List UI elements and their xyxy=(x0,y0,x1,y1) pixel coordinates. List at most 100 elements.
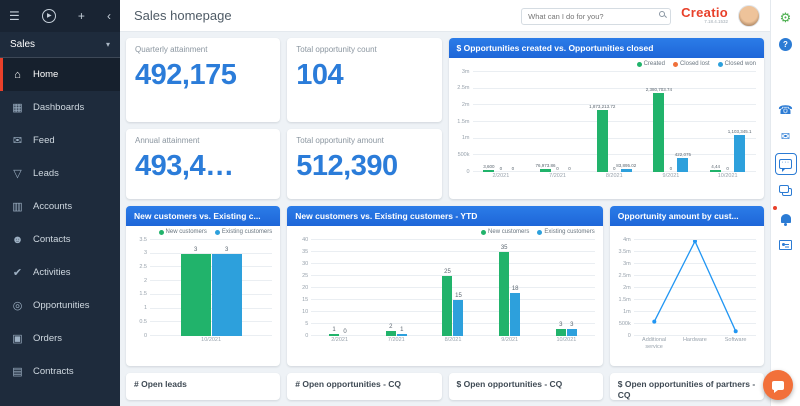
contacts-icon: ☻ xyxy=(11,233,24,246)
kpi-total-opportunity-amount: Total opportunity amount 512,390 xyxy=(287,129,442,199)
brand-block: Creatio 7.18.4.1532 xyxy=(681,6,728,25)
live-chat-button[interactable] xyxy=(763,370,793,400)
chart-title: New customers vs. Existing c... xyxy=(126,206,281,226)
sidebar-item-dashboards[interactable]: ▦ Dashboards xyxy=(0,91,120,124)
sidebar-item-label: Leads xyxy=(33,168,59,179)
help-button[interactable] xyxy=(775,33,797,55)
user-avatar[interactable] xyxy=(738,4,760,27)
chart-title: $ Opportunities created vs. Opportunitie… xyxy=(448,38,764,58)
settings-gear-button[interactable] xyxy=(775,6,797,28)
assistant-search-input[interactable] xyxy=(521,8,672,25)
bar-value-label: 3 xyxy=(559,321,563,328)
sidebar-item-label: Activities xyxy=(33,267,71,278)
kpi-title: Total opportunity amount xyxy=(296,136,384,145)
bar: 0 xyxy=(552,166,563,173)
legend-item: Existing customers xyxy=(214,229,272,235)
sidebar-item-feed[interactable]: ✉ Feed xyxy=(0,124,120,157)
chat-button[interactable] xyxy=(774,153,797,175)
bar-value-label: 3 xyxy=(224,246,229,253)
bar-group: 3,600 0 0 xyxy=(483,164,518,172)
contracts-icon: ▤ xyxy=(12,366,23,378)
sidebar-item-opportunities[interactable]: ◎ Opportunities xyxy=(0,289,120,322)
sidebar-item-activities[interactable]: ✔ Activities xyxy=(0,256,120,289)
bar-value-label: 0 xyxy=(726,165,729,171)
sidebar-item-label: Accounts xyxy=(33,201,73,212)
home-icon: ⌂ xyxy=(14,68,21,81)
phone-icon xyxy=(778,104,793,116)
bar: 422,075 xyxy=(675,152,691,172)
legend-item: New customers xyxy=(481,229,529,235)
bar: 2,380,703.74 xyxy=(646,87,672,172)
chart-legend xyxy=(610,226,764,236)
sidebar-nav: ⌂ Home ▦ Dashboards ✉ Feed ▽ Leads ▥ Accounts ☻ Con… xyxy=(0,58,120,406)
conversations-icon xyxy=(779,185,789,193)
bar-value-label: 3 xyxy=(570,321,574,328)
kpi-title: Quarterly attainment xyxy=(135,45,208,54)
x-axis: 2/2021 7/2021 8/2021 9/2021 10/2021 xyxy=(492,173,738,179)
bar-value-label: 15 xyxy=(455,293,462,299)
sidebar-item-contracts[interactable]: ▤ Contracts xyxy=(0,355,120,388)
chart-title: New customers vs. Existing customers - Y… xyxy=(287,206,603,226)
bar-value-label: 2 xyxy=(389,324,393,331)
bar: 3 xyxy=(555,322,566,336)
legend-item: Created xyxy=(636,61,665,67)
y-axis: 0 0.5 1 1.5 2 2.5 3 3.5 xyxy=(139,236,147,339)
sidebar-item-contacts[interactable]: ☻ Contacts xyxy=(0,223,120,256)
notifications-bell-icon xyxy=(780,213,791,226)
sidebar-item-home[interactable]: ⌂ Home xyxy=(0,58,120,91)
add-icon[interactable]: + xyxy=(77,9,85,23)
leads-icon: ▽ xyxy=(13,168,22,180)
legend-item: New customers xyxy=(158,229,207,235)
bar: 1 xyxy=(396,327,407,336)
chart-legend: New customers Existing customers xyxy=(126,226,280,236)
line-chart-canvas xyxy=(652,240,738,334)
sidebar-item-orders[interactable]: ▣ Orders xyxy=(0,322,120,355)
assistant-search xyxy=(521,6,672,25)
sidebar-item-accounts[interactable]: ▥ Accounts xyxy=(0,190,120,223)
tile-open-opportunities-amount-cq: $ Open opportunities - CQ xyxy=(448,373,603,400)
plot-area xyxy=(633,239,756,336)
chart-title: Opportunity amount by cust... xyxy=(609,206,764,226)
chart-legend: New customers Existing customers xyxy=(287,226,603,236)
right-rail xyxy=(770,0,800,406)
bar-value-label: 4,44 xyxy=(711,164,720,169)
y-axis: 0 5 10 15 20 25 30 35 40 xyxy=(302,236,309,339)
notifications-bell-button[interactable] xyxy=(771,205,797,229)
chart-new-vs-existing-customers-ytd: New customers vs. Existing customers - Y… xyxy=(287,206,603,366)
phone-button[interactable] xyxy=(775,99,797,121)
dashboard-grid: Quarterly attainment 492,175 Total oppor… xyxy=(120,32,770,406)
bar: 1,873,213.72 xyxy=(589,104,615,172)
search-icon xyxy=(659,11,666,17)
bar: 83,895.02 xyxy=(616,163,636,172)
bar-value-label: 76,973.86 xyxy=(535,163,556,169)
business-card-button[interactable] xyxy=(775,234,797,256)
kpi-title: Annual attainment xyxy=(135,136,200,145)
sidebar-item-leads[interactable]: ▽ Leads xyxy=(0,157,120,190)
plot-area: 1 0 2 1 25 15 35 18 3 3 xyxy=(311,239,595,336)
conversations-button[interactable] xyxy=(775,180,797,202)
collapse-panel-icon[interactable]: ‹ xyxy=(106,9,111,23)
email-button[interactable] xyxy=(775,126,797,148)
version-label: 7.18.4.1532 xyxy=(704,19,728,25)
legend-item: Existing customers xyxy=(537,229,595,235)
chat-icon xyxy=(779,159,792,172)
chevron-down-icon: ▾ xyxy=(105,40,110,49)
hamburger-menu-icon[interactable]: ☰ xyxy=(9,9,20,23)
x-axis: Additional service Hardware Software xyxy=(642,337,747,350)
help-icon xyxy=(779,37,792,51)
bar: 0 xyxy=(609,166,620,173)
run-process-icon[interactable]: ▶ xyxy=(41,9,56,23)
kpi-value: 493,4… xyxy=(135,150,234,182)
bar-value-label: 83,895.02 xyxy=(616,163,637,169)
workspace-selector[interactable]: Sales ▾ xyxy=(0,32,120,58)
bar-group: 25 15 xyxy=(442,269,464,336)
chat-bubble-icon xyxy=(772,380,784,393)
bar: 1 xyxy=(329,327,340,336)
bar: 0 xyxy=(722,166,733,173)
kpi-value: 512,390 xyxy=(296,150,398,182)
